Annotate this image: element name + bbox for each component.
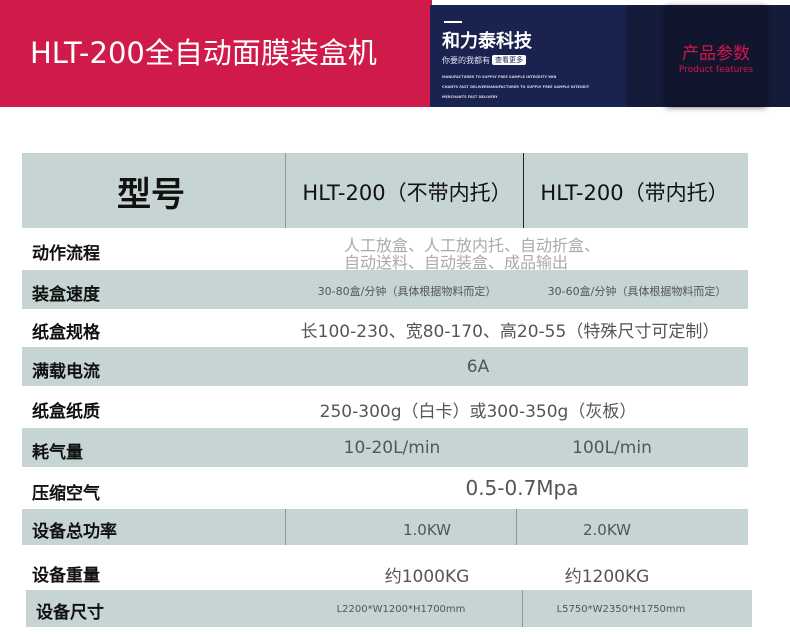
table-row: 耗气量 10-20L/min 100L/min	[22, 428, 748, 467]
row-label: 装盒速度	[32, 285, 100, 305]
row-label: 设备总功率	[32, 522, 117, 542]
product-features-box: 产品参数 Product features	[666, 5, 766, 105]
row-value-col1: 10-20L/min	[343, 438, 441, 458]
tagline: MANUFACTURER TO SUPPLY FREE SAMPLE INTEG…	[442, 75, 557, 79]
row-value-col2: 约1200KG	[564, 567, 650, 587]
row-value: 250-300g（白卡）或300-350g（灰板）	[319, 402, 637, 422]
row-value: 人工放盒、人工放内托、自动折盒、	[344, 236, 601, 255]
model-col2: HLT-200（带内托）	[540, 181, 729, 205]
banner-title-panel: HLT-200全自动面膜装盒机	[0, 0, 432, 107]
row-value-col2: 2.0KW	[583, 521, 631, 539]
table-row: 装盒速度 30-80盒/分钟（具体根据物料而定） 30-60盒/分钟（具体根据物…	[22, 270, 748, 309]
table-row: 动作流程 人工放盒、人工放内托、自动折盒、 自动送料、自动装盒、成品输出	[22, 228, 748, 272]
table-row: 纸盒纸质 250-300g（白卡）或300-350g（灰板）	[22, 386, 748, 428]
brand-panel: 和力泰科技 你要的我都有 查看更多 MANUFACTURER TO SUPPLY…	[430, 5, 626, 107]
model-label: 型号	[117, 175, 185, 215]
features-title: 产品参数	[682, 44, 750, 64]
row-label: 设备重量	[32, 566, 100, 586]
row-value-col1: 约1000KG	[384, 567, 470, 587]
page-title: HLT-200全自动面膜装盒机	[30, 36, 377, 70]
tagline: MERCHANTS FAST DELIVERY	[442, 95, 498, 99]
table-row: 压缩空气 0.5-0.7Mpa	[22, 467, 748, 509]
brand-name: 和力泰科技	[442, 31, 532, 52]
row-value: 6A	[466, 357, 490, 377]
row-label: 纸盒规格	[32, 323, 100, 343]
view-more-button[interactable]: 查看更多	[492, 55, 526, 65]
row-value-col1: 1.0KW	[403, 521, 451, 539]
row-label: 设备尺寸	[36, 603, 104, 623]
row-value-col2: 100L/min	[572, 438, 652, 458]
row-label: 压缩空气	[32, 484, 100, 504]
row-value: 自动送料、自动装盒、成品输出	[344, 253, 569, 272]
row-value-col1: 30-80盒/分钟（具体根据物料而定）	[317, 285, 497, 298]
banner-brand-area: 和力泰科技 你要的我都有 查看更多 MANUFACTURER TO SUPPLY…	[430, 5, 790, 107]
divider	[444, 21, 462, 23]
table-row: 设备重量 约1000KG 约1200KG	[22, 545, 748, 590]
table-row: 纸盒规格 长100-230、宽80-170、高20-55（特殊尺寸可定制）	[22, 309, 748, 347]
row-value-col2: L5750*W2350*H1750mm	[556, 604, 686, 615]
row-label: 满载电流	[32, 362, 100, 382]
row-value-col1: L2200*W1200*H1700mm	[336, 604, 466, 615]
table-header: 型号 HLT-200（不带内托） HLT-200（带内托）	[22, 153, 748, 228]
features-subtitle: Product features	[678, 65, 754, 75]
table-row: 满载电流 6A	[22, 347, 748, 386]
table-row: 设备尺寸 L2200*W1200*H1700mm L5750*W2350*H17…	[26, 590, 752, 627]
row-value: 0.5-0.7Mpa	[465, 476, 579, 500]
row-label: 纸盒纸质	[32, 402, 100, 422]
row-label: 动作流程	[32, 244, 100, 264]
row-value: 长100-230、宽80-170、高20-55（特殊尺寸可定制）	[300, 322, 720, 342]
row-value-col2: 30-60盒/分钟（具体根据物料而定）	[547, 285, 727, 298]
model-col1: HLT-200（不带内托）	[302, 181, 512, 205]
row-label: 耗气量	[32, 443, 83, 463]
tagline: CHANTS FAST DELIVERMANUFACTURER TO SUPPL…	[442, 85, 590, 89]
brand-slogan: 你要的我都有	[442, 56, 490, 65]
table-row: 设备总功率 1.0KW 2.0KW	[22, 509, 748, 545]
